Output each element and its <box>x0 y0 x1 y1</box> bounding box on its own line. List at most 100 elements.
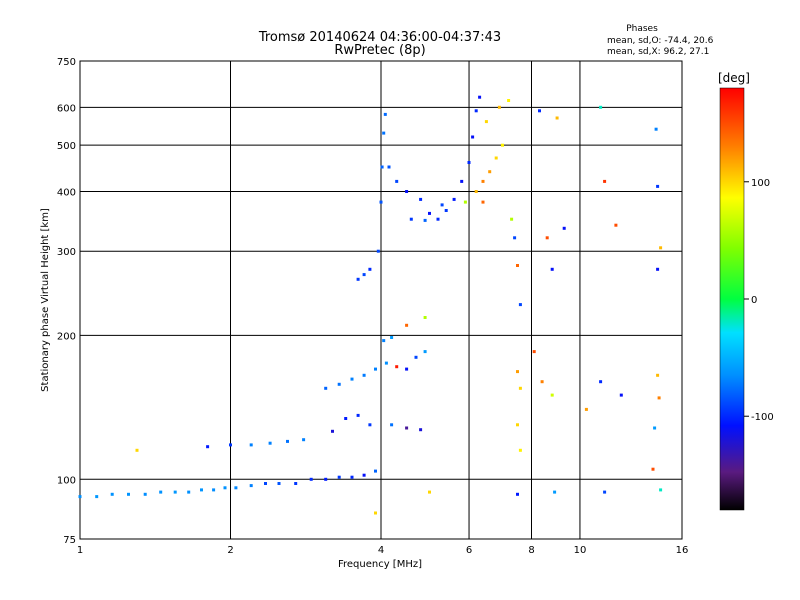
scatter-points <box>78 95 663 515</box>
scatter-point <box>337 382 341 386</box>
scatter-point <box>379 200 383 204</box>
scatter-point <box>460 179 464 183</box>
scatter-point <box>200 488 203 492</box>
scatter-point <box>654 127 658 131</box>
scatter-point <box>212 488 216 492</box>
colorbar <box>719 87 745 511</box>
scatter-point <box>277 482 281 485</box>
scatter-point <box>614 223 618 227</box>
scatter-point <box>653 426 657 430</box>
scatter-point <box>95 495 99 499</box>
scatter-point <box>294 482 298 485</box>
scatter-point <box>603 179 607 183</box>
scatter-point <box>356 277 360 281</box>
scatter-point <box>368 267 372 271</box>
scatter-point <box>383 112 387 116</box>
y-tick-label: 600 <box>57 103 76 114</box>
scatter-point <box>471 135 475 139</box>
scatter-point <box>494 156 498 160</box>
scatter-point <box>444 209 448 212</box>
y-tick-label: 75 <box>63 535 76 546</box>
scatter-point <box>419 197 423 201</box>
scatter-point <box>324 477 328 481</box>
scatter-point <box>405 426 409 430</box>
scatter-point <box>374 511 377 515</box>
y-axis-ticks: 75 100 200 300 400 500 600 750 <box>57 57 76 546</box>
scatter-point <box>516 492 519 496</box>
scatter-point <box>249 443 253 447</box>
scatter-point <box>513 236 517 240</box>
scatter-point <box>656 184 660 188</box>
scatter-point <box>656 373 660 377</box>
y-tick-label: 300 <box>57 247 76 258</box>
scatter-point <box>395 179 399 183</box>
scatter-point <box>384 361 388 365</box>
scatter-point <box>657 396 661 400</box>
scatter-point <box>659 246 663 250</box>
scatter-point <box>507 99 511 102</box>
scatter-point <box>428 211 431 215</box>
scatter-point <box>463 200 467 204</box>
scatter-point <box>395 365 399 369</box>
scatter-point <box>428 490 431 494</box>
scatter-point <box>229 443 232 447</box>
scatter-point <box>484 120 488 124</box>
scatter-point <box>423 316 427 319</box>
scatter-point <box>423 218 427 222</box>
scatter-point <box>324 386 328 390</box>
scatter-point <box>545 236 549 240</box>
scatter-point <box>127 492 130 496</box>
scatter-point <box>223 486 227 490</box>
colorbar-tick-label: 100 <box>751 178 770 189</box>
scatter-point <box>331 429 334 433</box>
scatter-point <box>532 350 536 354</box>
scatter-point <box>249 484 253 488</box>
scatter-point <box>553 490 557 494</box>
scatter-point <box>516 370 519 374</box>
chart-subtitle: RwPretec (8p) <box>334 43 425 58</box>
scatter-point <box>659 488 663 492</box>
scatter-point <box>440 203 444 207</box>
scatter-point <box>78 495 82 499</box>
colorbar-tick-label: -100 <box>751 412 774 423</box>
y-tick-label: 200 <box>57 331 76 342</box>
scatter-point <box>497 105 501 109</box>
scatter-point <box>414 355 418 359</box>
scatter-point <box>387 165 391 169</box>
scatter-point <box>350 377 354 381</box>
scatter-point <box>173 490 177 494</box>
scatter-point <box>510 217 514 221</box>
x-tick-label: 8 <box>528 545 534 556</box>
colorbar-label: [deg] <box>718 71 750 85</box>
scatter-point <box>550 393 554 397</box>
scatter-point <box>206 445 210 449</box>
scatter-point <box>540 380 544 384</box>
scatter-point <box>309 477 313 481</box>
scatter-point <box>518 448 522 452</box>
scatter-point <box>135 448 139 452</box>
x-tick-label: 10 <box>574 545 587 556</box>
x-tick-label: 6 <box>466 545 472 556</box>
scatter-point <box>518 386 522 390</box>
scatter-point <box>362 373 366 377</box>
scatter-point <box>380 165 384 169</box>
colorbar-ticks: 100 0 -100 <box>744 178 774 423</box>
x-axis-ticks: 1 2 4 6 8 10 16 <box>77 545 689 556</box>
y-axis-label: Stationary phase Virtual Height [km] <box>40 208 51 392</box>
scatter-point <box>584 407 588 411</box>
scatter-point <box>382 339 386 343</box>
scatter-point <box>268 441 272 445</box>
chart-title: Tromsø 20140624 04:36:00-04:37:43 <box>258 30 501 45</box>
scatter-point <box>423 350 427 354</box>
x-axis-label: Frequency [MHz] <box>338 559 422 570</box>
scatter-point <box>368 423 372 427</box>
scatter-point <box>474 109 478 113</box>
x-tick-label: 16 <box>676 545 689 556</box>
scatter-point <box>143 492 147 496</box>
scatter-point <box>651 467 655 471</box>
scatter-point <box>599 105 603 109</box>
x-tick-label: 2 <box>227 545 233 556</box>
scatter-point <box>518 303 522 307</box>
scatter-point <box>619 393 623 397</box>
grid-lines <box>80 61 682 539</box>
